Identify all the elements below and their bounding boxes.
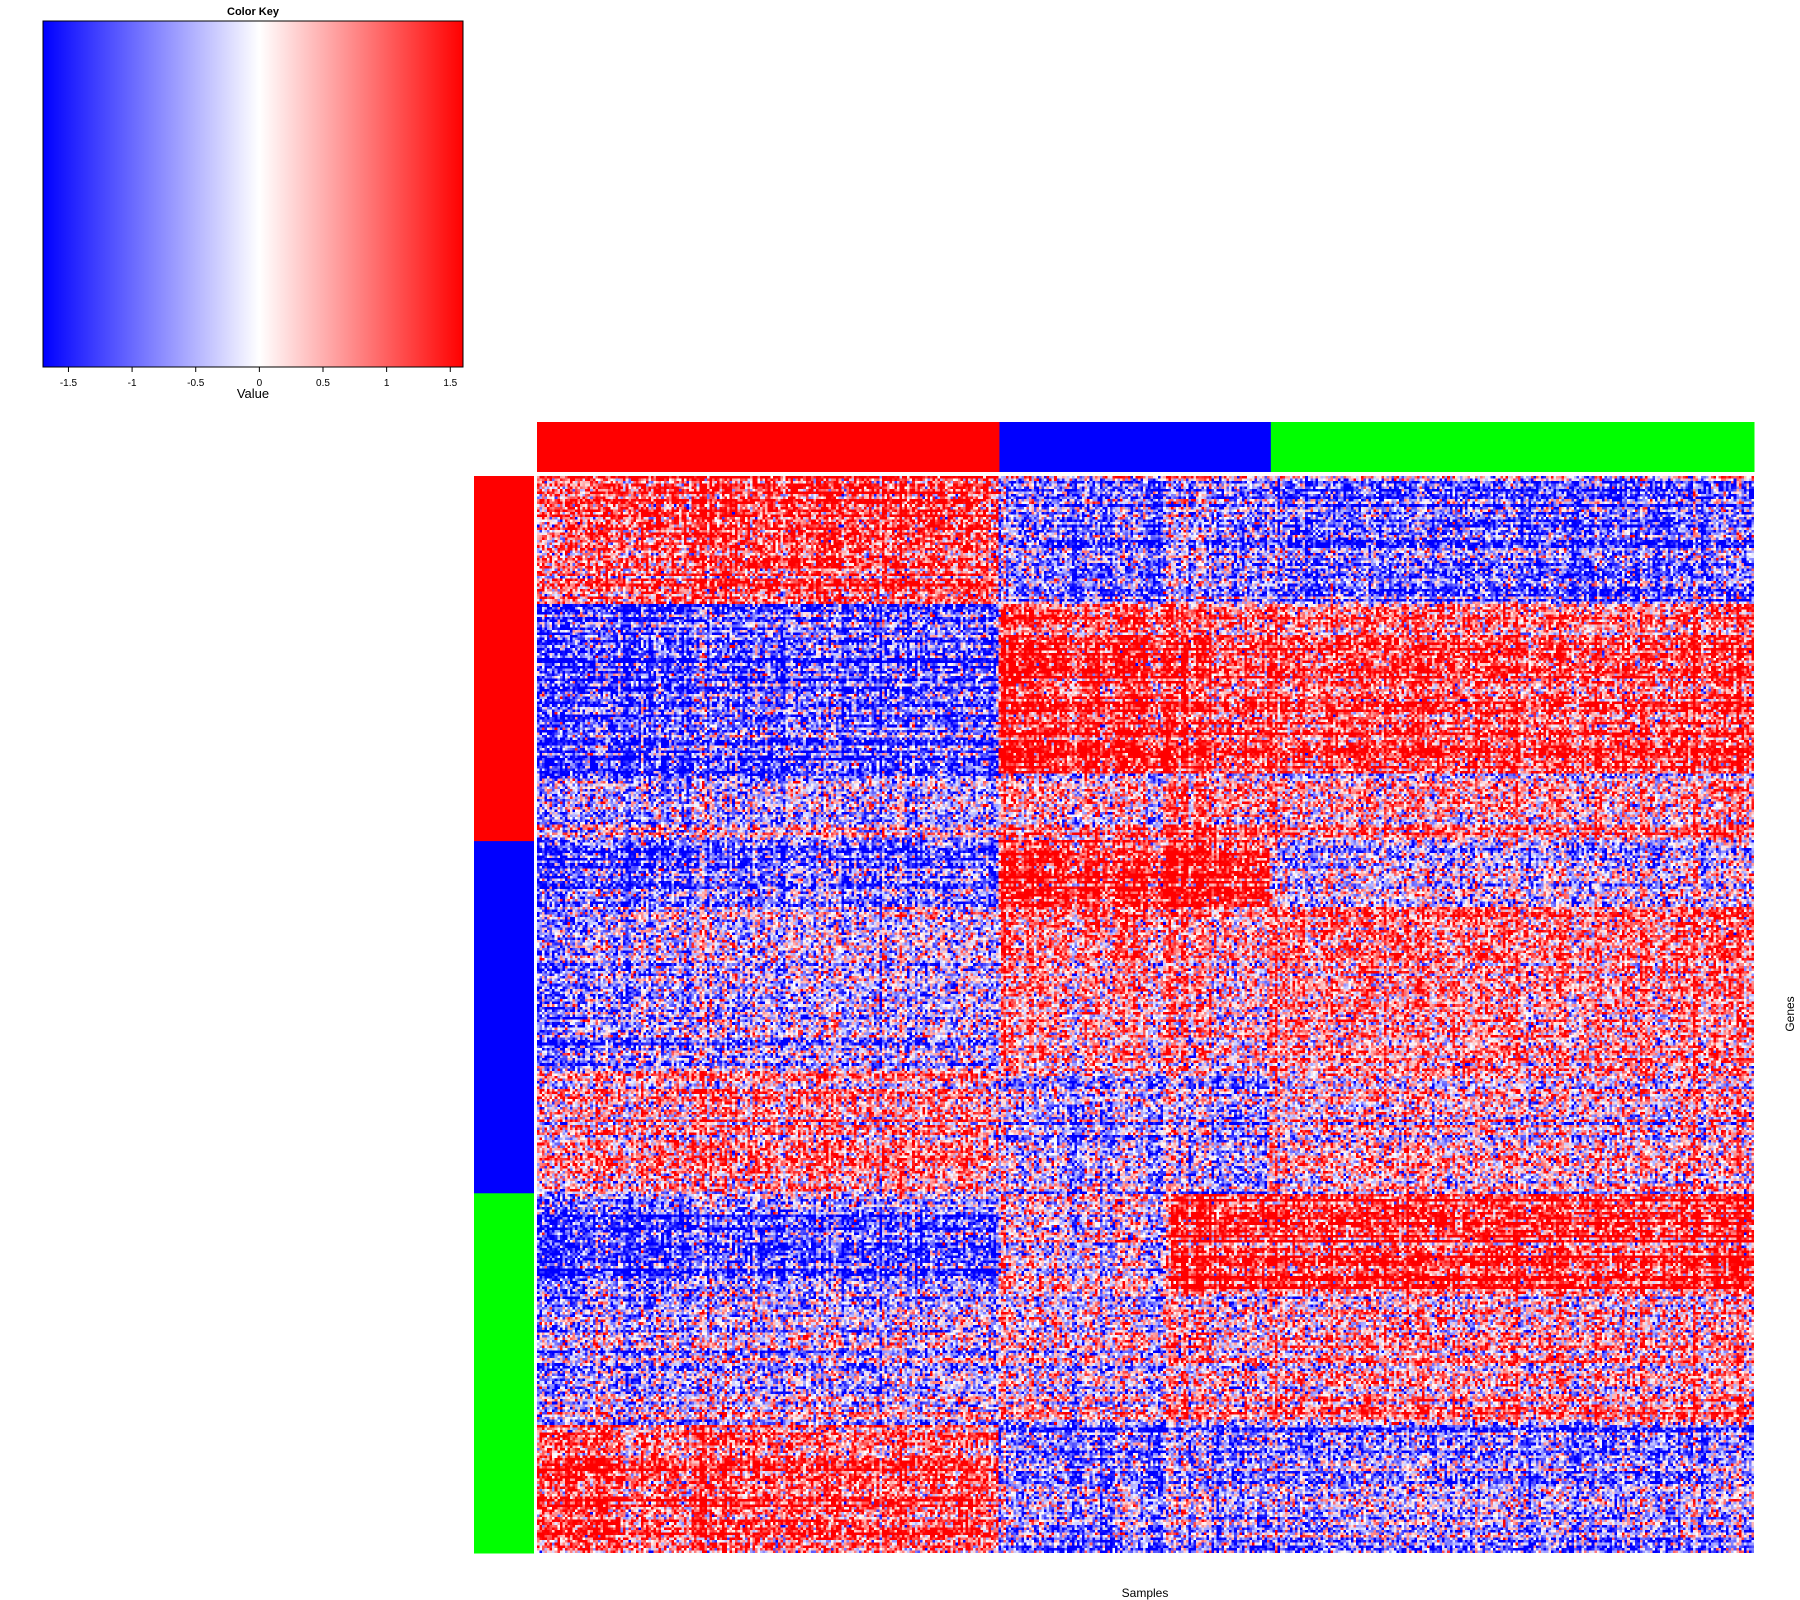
sample-group-bar-segment [537, 422, 1000, 472]
color-key-tick-label: -0.5 [187, 378, 205, 389]
color-key-gradient [42, 20, 464, 368]
gene-group-bar-segment [474, 1193, 534, 1554]
sample-group-color-bar [537, 422, 1755, 472]
gene-group-bar-segment [474, 841, 534, 1194]
heatmap-body [537, 476, 1754, 1553]
sample-group-bar-segment [999, 422, 1272, 472]
color-key-tick-label: 0 [257, 378, 263, 389]
gene-group-bar-segment [474, 476, 534, 842]
heatmap-cells [537, 476, 1754, 1553]
color-key-title: Color Key [227, 6, 280, 18]
color-key: Color Key -1.5 -1 -0.5 0 0.5 1 1.5 Value [42, 6, 464, 401]
y-axis-label: Genes [1783, 996, 1797, 1031]
color-key-ticks: -1.5 -1 -0.5 0 0.5 1 1.5 [60, 367, 458, 389]
color-key-tick-label: 1 [384, 378, 390, 389]
color-key-tick-label: -1 [128, 378, 137, 389]
sample-group-bar-segment [1270, 422, 1755, 472]
color-key-tick-label: -1.5 [60, 378, 78, 389]
color-key-tick-label: 1.5 [443, 378, 457, 389]
color-key-tick-label: 0.5 [316, 378, 330, 389]
color-key-axis-label: Value [237, 386, 269, 401]
x-axis-label: Samples [1122, 1586, 1169, 1600]
gene-group-color-bar [474, 476, 534, 1554]
